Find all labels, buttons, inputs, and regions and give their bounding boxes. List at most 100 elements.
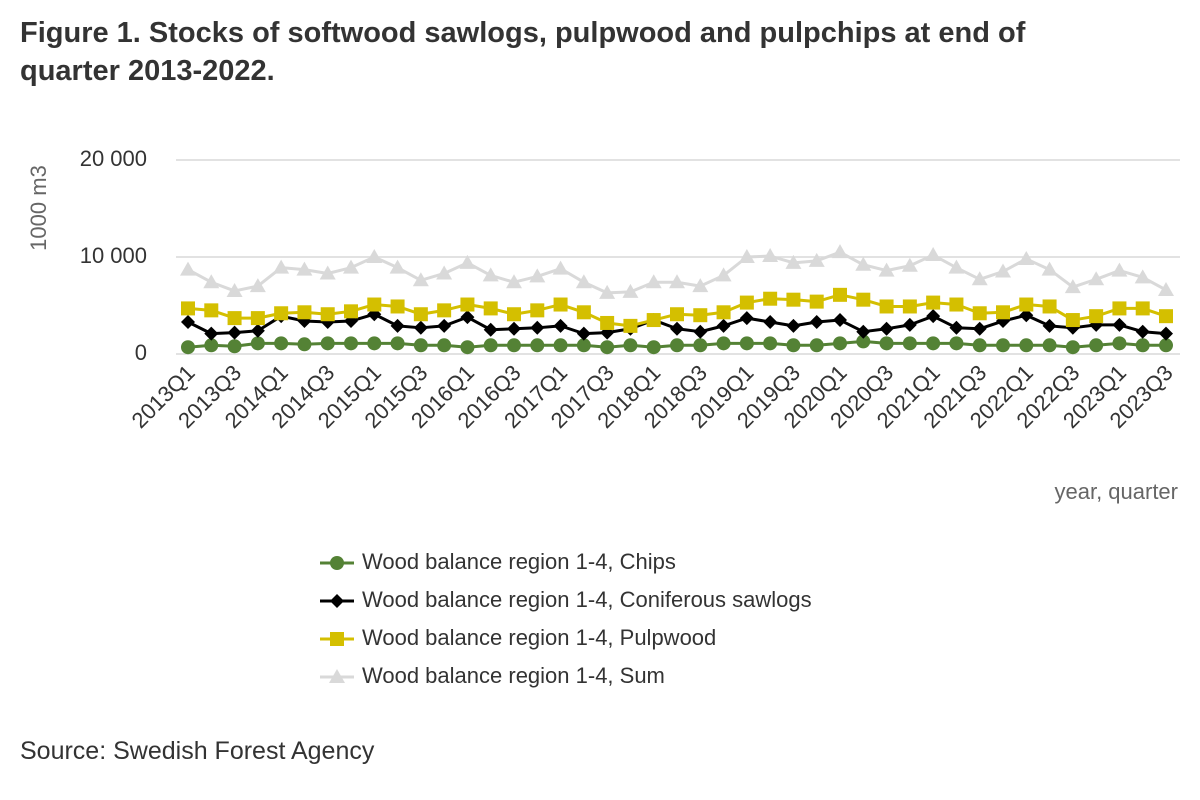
data-point <box>786 292 801 307</box>
legend-marker <box>329 669 345 683</box>
data-point <box>1042 318 1057 333</box>
data-point <box>1019 338 1034 353</box>
data-point <box>693 338 708 353</box>
data-point <box>552 260 569 275</box>
data-point <box>389 259 406 274</box>
data-point <box>1089 309 1104 324</box>
data-point <box>274 336 289 351</box>
data-point <box>856 334 871 349</box>
legend-label: Wood balance region 1-4, Coniferous sawl… <box>362 587 812 612</box>
data-point <box>996 305 1010 320</box>
data-point <box>436 265 453 280</box>
data-point <box>181 301 195 316</box>
data-point <box>926 295 941 310</box>
legend-marker <box>330 594 344 608</box>
data-point <box>1134 269 1151 284</box>
legend-marker <box>330 632 344 646</box>
data-point <box>413 320 428 335</box>
data-point <box>949 297 964 312</box>
data-point <box>482 267 499 282</box>
data-point <box>600 315 615 330</box>
data-point <box>506 274 522 289</box>
data-point <box>343 259 359 274</box>
data-point <box>367 297 382 312</box>
data-point <box>716 305 731 320</box>
data-point <box>1135 324 1150 339</box>
y-tick-label: 20 000 <box>80 146 147 171</box>
data-point <box>344 304 358 319</box>
data-point <box>926 336 941 351</box>
data-point <box>879 321 894 336</box>
data-point <box>879 336 894 351</box>
data-point <box>878 262 895 277</box>
data-point <box>693 324 708 339</box>
data-point <box>181 340 195 355</box>
data-point <box>1159 326 1173 341</box>
data-point <box>437 303 452 318</box>
data-point <box>1088 271 1105 286</box>
data-point <box>855 256 872 271</box>
data-point <box>785 254 802 269</box>
data-point <box>507 307 521 322</box>
source: Source: Swedish Forest Agency <box>20 737 375 765</box>
data-point <box>320 307 335 322</box>
data-point <box>1112 317 1127 332</box>
data-point <box>553 297 568 312</box>
data-point <box>460 340 475 355</box>
data-point <box>739 295 754 310</box>
data-point <box>226 282 243 297</box>
data-point <box>902 336 917 351</box>
data-point <box>715 267 732 282</box>
data-point <box>1019 308 1034 323</box>
data-point <box>949 336 964 351</box>
data-point <box>413 307 428 322</box>
data-point <box>1135 301 1150 316</box>
data-point <box>204 338 219 353</box>
data-point <box>763 336 778 351</box>
data-point <box>670 307 684 322</box>
data-point <box>809 294 824 309</box>
data-point <box>925 247 942 262</box>
data-point <box>297 305 312 320</box>
data-point <box>716 336 731 351</box>
data-point <box>832 244 848 259</box>
data-point <box>1064 279 1081 294</box>
data-point <box>437 318 452 333</box>
data-point <box>412 272 429 287</box>
data-point <box>1041 261 1058 276</box>
data-point <box>622 283 639 298</box>
data-point <box>203 274 220 289</box>
data-point <box>645 274 662 289</box>
data-point <box>390 318 405 333</box>
data-point <box>1158 281 1174 296</box>
data-point <box>716 318 731 333</box>
data-point <box>902 317 917 332</box>
y-axis-label: 1000 m3 <box>26 165 51 251</box>
data-point <box>669 274 685 289</box>
data-point <box>926 309 941 324</box>
data-point <box>879 299 894 314</box>
data-point <box>692 278 709 293</box>
legend-marker <box>330 556 344 570</box>
data-point <box>320 336 335 351</box>
data-point <box>507 321 521 336</box>
data-point <box>762 248 779 263</box>
data-point <box>576 305 591 320</box>
data-point <box>180 261 196 276</box>
data-point <box>413 338 428 353</box>
data-point <box>227 339 242 354</box>
data-point <box>507 338 521 353</box>
data-point <box>530 303 545 318</box>
data-point <box>204 326 219 341</box>
data-point <box>344 336 358 351</box>
data-point <box>249 278 266 293</box>
data-point <box>1159 338 1173 353</box>
data-point <box>367 336 382 351</box>
data-point <box>437 338 452 353</box>
data-point <box>949 320 964 335</box>
data-point <box>274 306 289 321</box>
data-point <box>809 314 824 329</box>
data-point <box>483 322 498 337</box>
data-point <box>227 325 242 340</box>
data-point <box>250 336 265 351</box>
